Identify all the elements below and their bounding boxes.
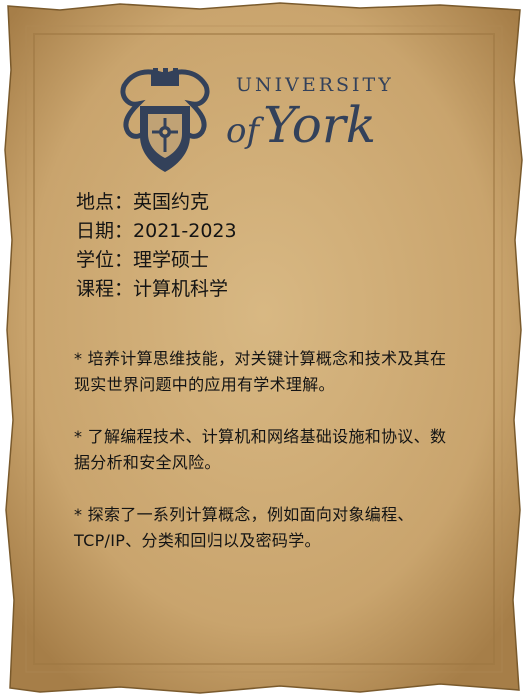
detail-label: 学位 (76, 249, 115, 271)
course-highlights: * 培养计算思维技能，对关键计算概念和技术及其在现实世界问题中的应用有学术理解。… (74, 346, 458, 580)
detail-value: 2021-2023 (133, 220, 237, 242)
detail-degree: 学位：理学硕士 (76, 246, 237, 275)
detail-label: 日期 (76, 220, 115, 242)
university-crest-icon (120, 68, 210, 172)
detail-label: 课程 (76, 278, 115, 300)
detail-separator: ： (114, 220, 134, 242)
detail-value: 英国约克 (133, 191, 210, 213)
detail-separator: ： (114, 249, 134, 271)
detail-label: 地点 (76, 191, 115, 213)
wordmark-york: ofYork (226, 100, 376, 150)
wordmark-name: York (263, 96, 377, 154)
detail-separator: ： (114, 278, 134, 300)
highlight-item: * 培养计算思维技能，对关键计算概念和技术及其在现实世界问题中的应用有学术理解。 (74, 349, 447, 394)
detail-location: 地点：英国约克 (76, 188, 237, 217)
detail-date: 日期：2021-2023 (76, 217, 237, 246)
detail-value: 理学硕士 (133, 249, 210, 271)
detail-separator: ： (114, 191, 134, 213)
wordmark-university: UNIVERSITY (236, 74, 394, 96)
wordmark-of: of (226, 111, 260, 151)
detail-value: 计算机科学 (133, 278, 229, 300)
university-logo: UNIVERSITY ofYork (118, 66, 408, 176)
highlight-item: * 探索了一系列计算概念，例如面向对象编程、TCP/IP、分类和回归以及密码学。 (74, 505, 414, 550)
degree-details: 地点：英国约克 日期：2021-2023 学位：理学硕士 课程：计算机科学 (76, 188, 237, 304)
detail-course: 课程：计算机科学 (76, 275, 237, 304)
highlight-item: * 了解编程技术、计算机和网络基础设施和协议、数据分析和安全风险。 (74, 427, 447, 472)
